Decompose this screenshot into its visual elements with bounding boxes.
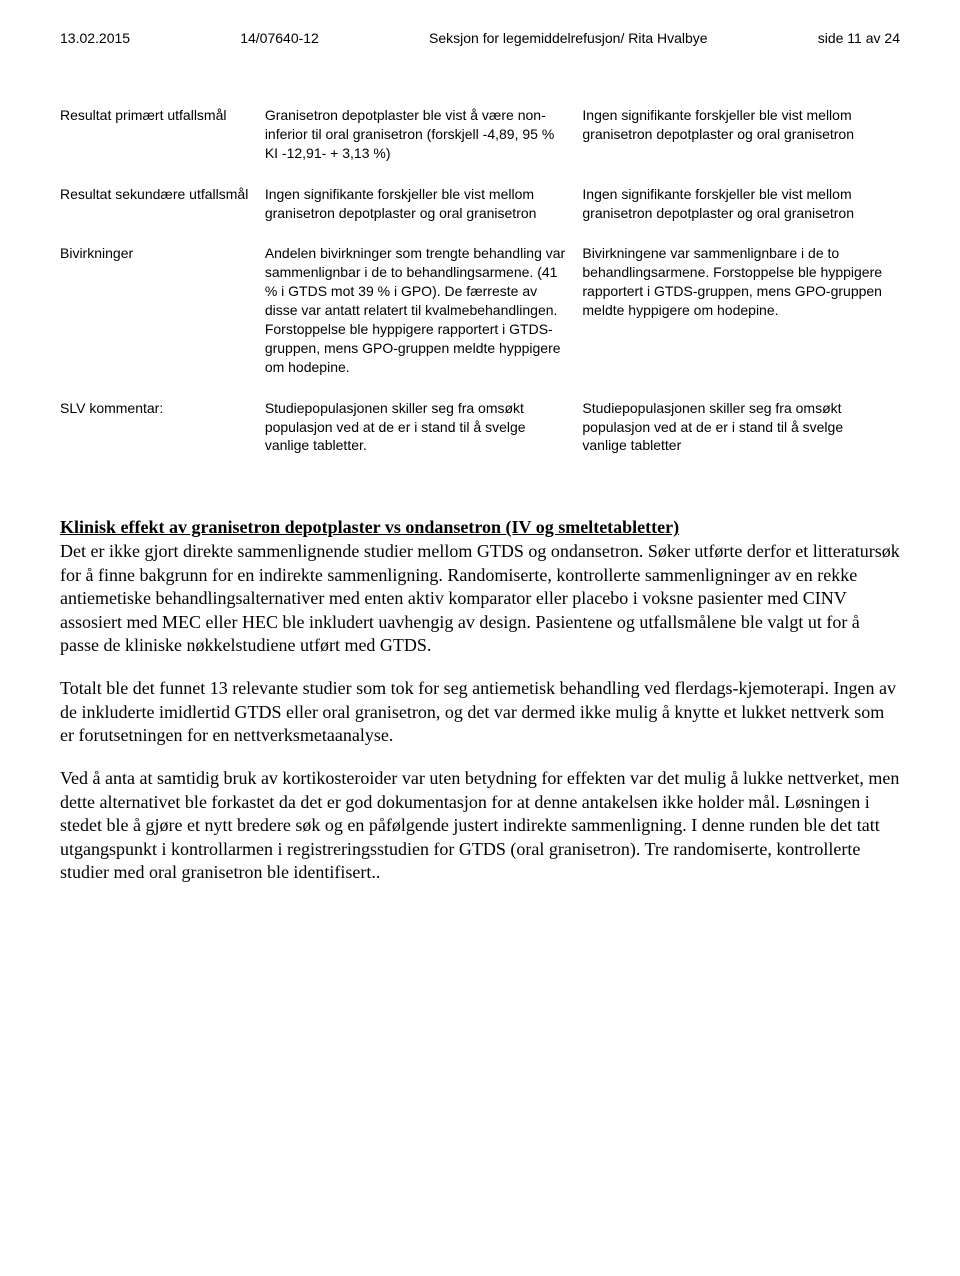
- row-col2: Andelen bivirkninger som trengte behandl…: [265, 244, 583, 398]
- row-col3: Ingen signifikante forskjeller ble vist …: [582, 106, 900, 185]
- row-label: SLV kommentar:: [60, 399, 265, 478]
- table-row: SLV kommentar: Studiepopulasjonen skille…: [60, 399, 900, 478]
- row-label: Resultat sekundære utfallsmål: [60, 185, 265, 245]
- results-table: Resultat primært utfallsmål Granisetron …: [60, 106, 900, 477]
- row-col3: Ingen signifikante forskjeller ble vist …: [582, 185, 900, 245]
- page: 13.02.2015 14/07640-12 Seksjon for legem…: [0, 0, 960, 1276]
- page-header: 13.02.2015 14/07640-12 Seksjon for legem…: [60, 30, 900, 46]
- row-col2: Granisetron depotplaster ble vist å være…: [265, 106, 583, 185]
- row-col3: Studiepopulasjonen skiller seg fra omsøk…: [582, 399, 900, 478]
- body-paragraph: Ved å anta at samtidig bruk av kortikost…: [60, 767, 900, 884]
- row-label: Bivirkninger: [60, 244, 265, 398]
- body-paragraph: Det er ikke gjort direkte sammenlignende…: [60, 540, 900, 657]
- row-col3: Bivirkningene var sammenlignbare i de to…: [582, 244, 900, 398]
- row-label: Resultat primært utfallsmål: [60, 106, 265, 185]
- row-col2: Ingen signifikante forskjeller ble vist …: [265, 185, 583, 245]
- table-row: Resultat sekundære utfallsmål Ingen sign…: [60, 185, 900, 245]
- row-col2: Studiepopulasjonen skiller seg fra omsøk…: [265, 399, 583, 478]
- section-heading: Klinisk effekt av granisetron depotplast…: [60, 517, 900, 538]
- header-case-number: 14/07640-12: [240, 30, 319, 46]
- header-section: Seksjon for legemiddelrefusjon/ Rita Hva…: [429, 30, 708, 46]
- header-date: 13.02.2015: [60, 30, 130, 46]
- body-paragraph: Totalt ble det funnet 13 relevante studi…: [60, 677, 900, 747]
- table-row: Resultat primært utfallsmål Granisetron …: [60, 106, 900, 185]
- table-row: Bivirkninger Andelen bivirkninger som tr…: [60, 244, 900, 398]
- header-page-info: side 11 av 24: [818, 30, 900, 46]
